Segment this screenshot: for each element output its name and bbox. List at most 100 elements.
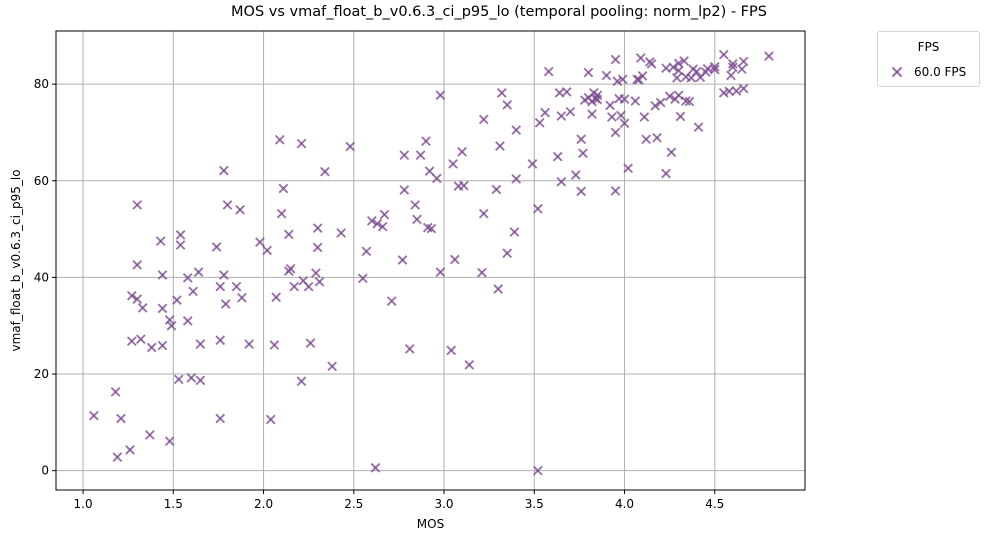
data-point (421, 136, 431, 147)
data-point (424, 166, 435, 176)
data-point (509, 227, 520, 237)
data-point (412, 214, 422, 225)
data-point (556, 176, 567, 187)
data-point (195, 375, 206, 386)
data-point (491, 184, 502, 195)
data-point (164, 315, 175, 325)
data-point (211, 242, 222, 252)
y-tick-label: 40 (34, 270, 49, 284)
x-tick-label: 4.0 (615, 497, 634, 511)
legend-title: FPS (917, 40, 940, 54)
data-point (379, 209, 390, 220)
data-point (612, 76, 623, 87)
data-point (164, 436, 175, 447)
data-point (276, 208, 287, 219)
data-point (157, 270, 168, 280)
data-point (188, 286, 199, 297)
data-point (265, 414, 276, 425)
data-point (399, 150, 410, 161)
data-point (215, 281, 226, 292)
data-point (607, 112, 617, 122)
data-point (218, 270, 229, 280)
data-point (736, 64, 747, 75)
data-point (255, 237, 265, 248)
data-point (274, 134, 285, 145)
data-point (673, 90, 684, 101)
x-axis-ticks: 1.0 1.5 2.0 2.5 3.0 3.5 4.0 4.5 (74, 490, 724, 511)
plot-frame (55, 30, 806, 491)
data-point (477, 267, 487, 278)
data-point (435, 90, 446, 101)
data-point (718, 49, 729, 60)
data-point (637, 71, 648, 81)
data-point (182, 316, 193, 326)
data-point (495, 141, 505, 151)
data-point (269, 340, 280, 350)
data-point (655, 97, 666, 108)
x-tick-label: 3.0 (434, 497, 453, 511)
data-point (459, 180, 469, 191)
data-point (399, 185, 410, 195)
data-point (366, 216, 377, 226)
data-point (478, 208, 489, 219)
data-point (457, 146, 467, 157)
data-point (397, 255, 408, 265)
data-point (89, 410, 99, 421)
data-point (646, 58, 657, 69)
data-point (361, 246, 372, 257)
data-point (675, 111, 686, 122)
data-point (565, 106, 576, 117)
data-point (283, 229, 294, 240)
y-tick-label: 60 (34, 174, 49, 188)
data-point (312, 223, 323, 234)
data-point (448, 158, 458, 169)
data-point (639, 112, 650, 122)
data-point (244, 339, 254, 349)
data-point (296, 138, 307, 149)
data-point (592, 90, 603, 101)
data-point (172, 295, 182, 305)
data-point (278, 183, 289, 194)
data-point (561, 87, 572, 97)
data-point (679, 56, 689, 66)
legend-entry-label: 60.0 FPS (914, 65, 967, 79)
data-point (543, 66, 554, 77)
data-point (576, 186, 587, 197)
y-tick-label: 20 (34, 367, 49, 381)
data-point (664, 91, 675, 102)
data-point (193, 267, 204, 277)
data-point (195, 339, 206, 349)
y-tick-label: 0 (41, 464, 49, 478)
data-point (175, 240, 186, 250)
data-point (511, 125, 522, 135)
data-point (478, 114, 489, 125)
data-point (285, 263, 296, 274)
data-point (137, 302, 148, 313)
x-tick-label: 4.5 (705, 497, 724, 511)
data-point (610, 54, 621, 65)
data-point (540, 107, 550, 118)
data-point (738, 56, 749, 67)
data-point (552, 151, 563, 162)
data-point (619, 94, 630, 104)
data-point (262, 245, 273, 256)
x-axis-label: MOS (417, 517, 444, 531)
data-point (617, 74, 628, 85)
data-point (641, 134, 652, 145)
data-point (502, 100, 513, 110)
data-point (661, 168, 671, 179)
data-point (215, 413, 226, 424)
data-point (616, 110, 626, 121)
data-point (583, 67, 594, 78)
data-point (684, 96, 695, 107)
data-point (693, 122, 704, 133)
data-point (311, 268, 321, 278)
data-point (738, 83, 749, 94)
data-point (556, 111, 567, 121)
data-point (623, 163, 633, 174)
legend-entry: 60.0 FPS (890, 65, 966, 79)
data-point (533, 203, 543, 214)
data-point (464, 359, 475, 370)
data-point (610, 127, 621, 138)
data-point (435, 267, 446, 277)
